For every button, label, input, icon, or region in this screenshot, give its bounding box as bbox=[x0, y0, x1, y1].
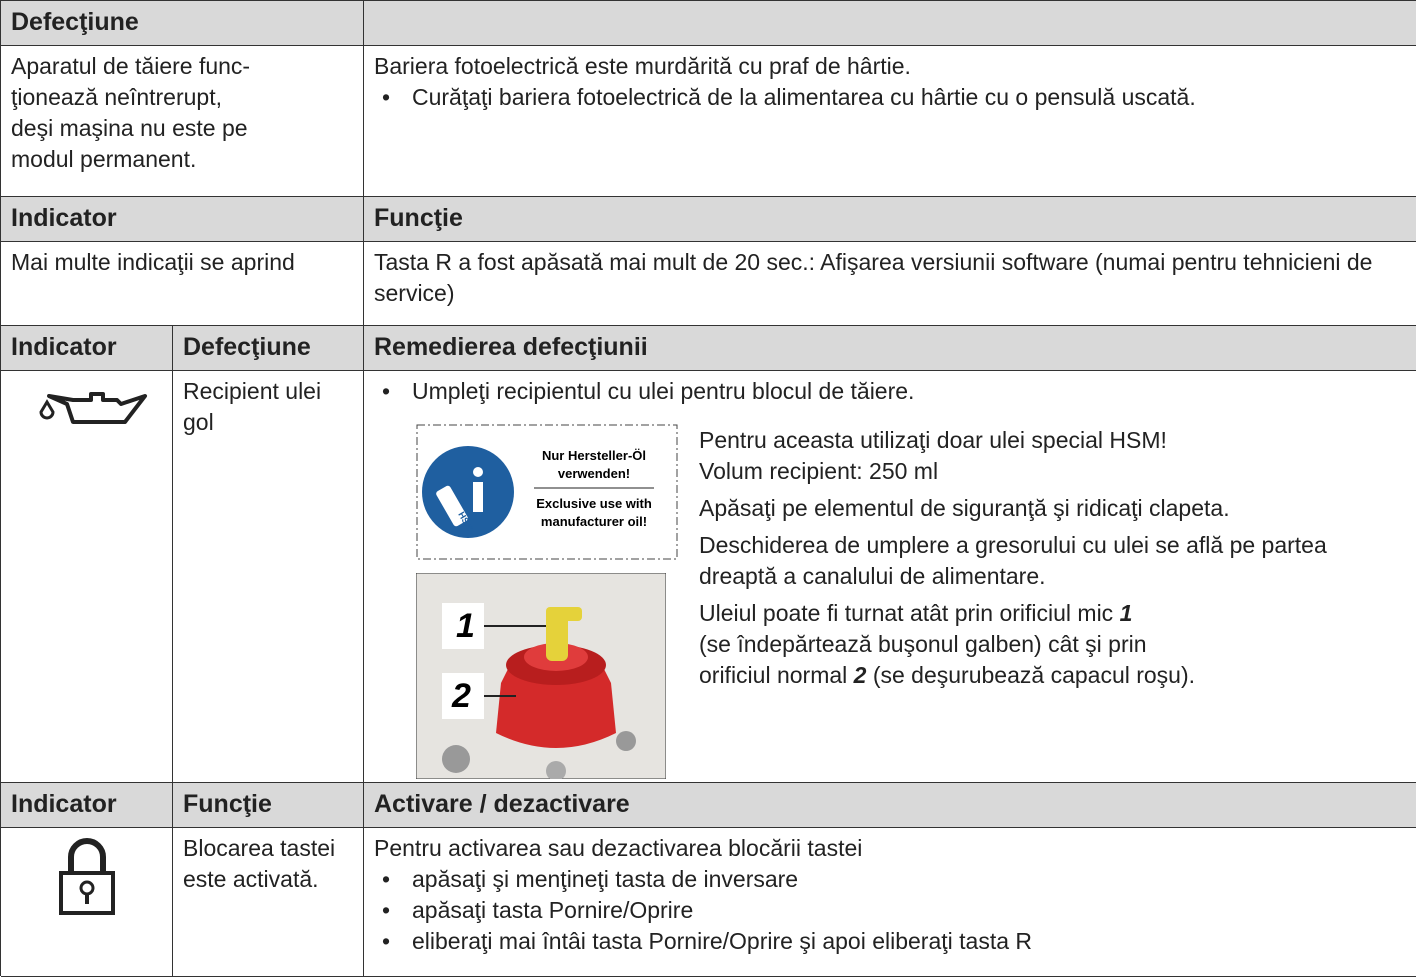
paragraph: Uleiul poate fi turnat atât prin orifici… bbox=[699, 598, 1409, 691]
header-cell: Indicator bbox=[1, 197, 364, 242]
bullet: apăsaţi tasta Pornire/Oprire bbox=[374, 895, 1406, 926]
line: ţionează neîntrerupt, bbox=[11, 84, 222, 110]
cell: Tasta R a fost apăsată mai mult de 20 se… bbox=[364, 242, 1416, 326]
cell: Mai multe indicaţii se aprind bbox=[1, 242, 364, 326]
photo-label: 1 bbox=[456, 607, 475, 645]
header-cell: Indicator bbox=[1, 326, 173, 371]
sticker: HSM Nur Hersteller-Öl verwenden! Exclusi… bbox=[416, 424, 678, 560]
header-cell: Defecţiune bbox=[173, 326, 364, 371]
text: Bariera fotoelectrică este murdărită cu … bbox=[374, 53, 911, 79]
text: (se îndepărtează buşonul galben) cât şi … bbox=[699, 631, 1147, 688]
cell: Recipient ulei gol bbox=[173, 371, 364, 783]
header-cell bbox=[364, 1, 1416, 46]
paragraph: Deschiderea de umplere a gresorului cu u… bbox=[699, 532, 1327, 589]
header-cell: Activare / dezactivare bbox=[364, 783, 1416, 828]
line: Aparatul de tăiere func- bbox=[11, 53, 251, 79]
paragraph: Pentru aceasta utilizaţi doar ulei speci… bbox=[699, 427, 1167, 484]
cell: Pentru activarea sau dezactivarea blocăr… bbox=[364, 828, 1416, 977]
ref: 1 bbox=[1119, 600, 1133, 626]
sticker-text: verwenden! bbox=[558, 466, 630, 481]
oil-icon bbox=[39, 392, 147, 424]
bullet: apăsaţi şi menţineţi tasta de inversare bbox=[374, 864, 1406, 895]
header-cell: Funcţie bbox=[173, 783, 364, 828]
cell: Aparatul de tăiere func- ţionează neîntr… bbox=[1, 46, 364, 197]
photo: 1 2 bbox=[416, 573, 666, 779]
text: Pentru activarea sau dezactivarea blocăr… bbox=[374, 835, 863, 861]
cell bbox=[1, 371, 173, 783]
line: deşi maşina nu este pe bbox=[11, 115, 248, 141]
sticker-text: Exclusive use with bbox=[536, 496, 652, 511]
line: modul permanent. bbox=[11, 146, 197, 172]
bullet: Curăţaţi bariera fotoelectrică de la ali… bbox=[374, 82, 1356, 113]
photo-label: 2 bbox=[451, 677, 471, 715]
ref: 2 bbox=[853, 662, 867, 688]
sticker-text: Nur Hersteller-Öl bbox=[542, 448, 646, 463]
text: Uleiul poate fi turnat atât prin orifici… bbox=[699, 600, 1120, 626]
header-cell: Remedierea defecţiunii bbox=[364, 326, 1416, 371]
text: (se deşurubează capacul roşu). bbox=[866, 662, 1196, 688]
bullet: eliberaţi mai întâi tasta Pornire/Oprire… bbox=[374, 926, 1406, 957]
cell bbox=[1, 828, 173, 977]
header-cell: Funcţie bbox=[364, 197, 1416, 242]
cell: Bariera fotoelectrică este murdărită cu … bbox=[364, 46, 1416, 197]
text-block: Pentru aceasta utilizaţi doar ulei speci… bbox=[699, 425, 1409, 691]
paragraph: Apăsaţi pe elementul de siguranţă şi rid… bbox=[699, 495, 1230, 521]
header-cell: Indicator bbox=[1, 783, 173, 828]
sticker-text: manufacturer oil! bbox=[541, 514, 647, 529]
header-cell: Defecţiune bbox=[1, 1, 364, 46]
cell: Blocarea tastei este activată. bbox=[173, 828, 364, 977]
lock-icon bbox=[59, 838, 115, 915]
cell: Umpleţi recipientul cu ulei pentru blocu… bbox=[364, 371, 1416, 783]
bullet: Umpleţi recipientul cu ulei pentru blocu… bbox=[374, 376, 1406, 407]
